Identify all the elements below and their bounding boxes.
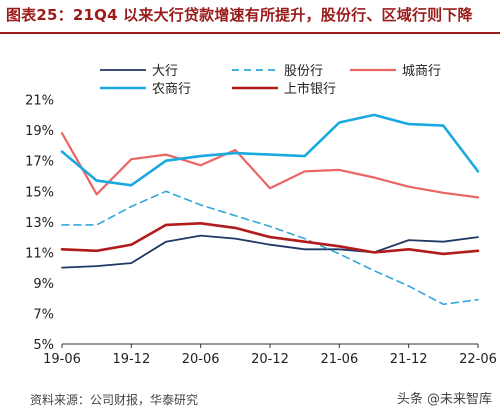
x-tick-label: 19-06 — [43, 352, 81, 367]
series-line-4 — [60, 222, 480, 256]
series-line-0 — [61, 234, 479, 269]
series-line-1 — [61, 190, 479, 306]
x-tick-label: 19-12 — [112, 352, 150, 367]
x-tick-label: 21-12 — [390, 352, 428, 367]
x-tick-label: 21-06 — [320, 352, 358, 367]
series-line-2 — [60, 132, 480, 199]
x-tick-label: 22-06 — [459, 352, 497, 367]
y-tick-label: 13% — [25, 216, 54, 231]
y-tick-label: 9% — [33, 277, 54, 292]
legend-label-2: 城商行 — [402, 64, 441, 79]
axes: 5% 7% 9% 11% 13% 15% 17% 19% 21% 19-06 19-12 20-06 2… — [25, 94, 497, 367]
y-tick-label: 11% — [25, 246, 54, 261]
legend-label-0: 大行 — [152, 64, 178, 79]
y-tick-label: 5% — [33, 338, 54, 353]
watermark: 头条 @未来智库 — [396, 392, 492, 407]
y-tick-label: 17% — [25, 155, 54, 170]
legend-label-1: 股份行 — [284, 64, 323, 79]
legend-label-3: 农商行 — [152, 82, 191, 97]
figure-title: 图表25：21Q4 以来大行贷款增速有所提升，股份行、区域行则下降 — [6, 6, 473, 24]
y-tick-label: 19% — [25, 124, 54, 139]
legend-label-4: 上市银行 — [284, 81, 336, 97]
figure-title-bar: 图表25：21Q4 以来大行贷款增速有所提升，股份行、区域行则下降 — [0, 0, 500, 34]
y-tick-label: 21% — [25, 94, 54, 109]
y-tick-label: 7% — [33, 307, 54, 322]
plot-area — [60, 113, 480, 306]
series-line-3 — [60, 113, 480, 187]
x-tick-label: 20-12 — [251, 352, 289, 367]
y-tick-label: 15% — [25, 185, 54, 200]
x-tick-label: 20-06 — [182, 352, 220, 367]
title-rule — [0, 32, 500, 34]
source-note: 资料来源：公司财报，华泰研究 — [30, 393, 199, 407]
